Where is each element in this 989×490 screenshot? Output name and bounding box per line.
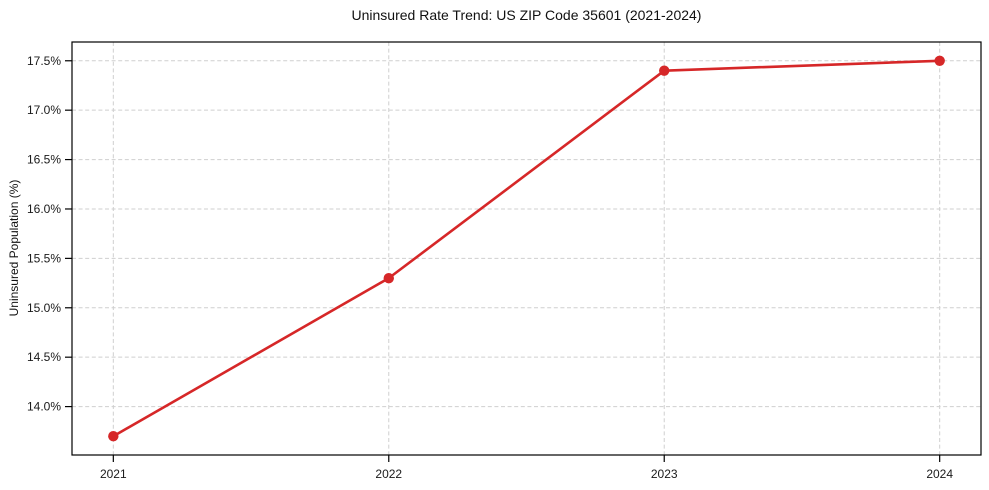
data-point-2024 — [934, 55, 945, 66]
y-tick-label: 15.0% — [27, 301, 61, 315]
y-axis-label: Uninsured Population (%) — [7, 179, 21, 317]
y-tick-label: 16.5% — [27, 153, 61, 167]
data-point-2022 — [383, 272, 394, 284]
x-tick-label: 2022 — [375, 467, 402, 481]
chart-title: Uninsured Rate Trend: US ZIP Code 35601 … — [351, 7, 702, 23]
y-tick-label: 14.5% — [27, 350, 61, 364]
trend-line — [112, 59, 941, 438]
x-tick-label: 2023 — [651, 467, 678, 481]
y-tick-label: 16.0% — [27, 202, 61, 216]
x-tick-label: 2024 — [926, 467, 953, 481]
axes-frame — [71, 41, 982, 456]
y-tick-label: 17.0% — [27, 103, 61, 117]
plot-area — [72, 42, 981, 455]
y-tick-label: 17.5% — [27, 54, 61, 68]
y-tick-label: 15.5% — [27, 251, 61, 265]
y-tick-label: 14.0% — [27, 400, 61, 414]
x-tick-label: 2021 — [100, 467, 127, 481]
data-point-2021 — [108, 431, 119, 442]
data-point-2023 — [659, 65, 670, 76]
